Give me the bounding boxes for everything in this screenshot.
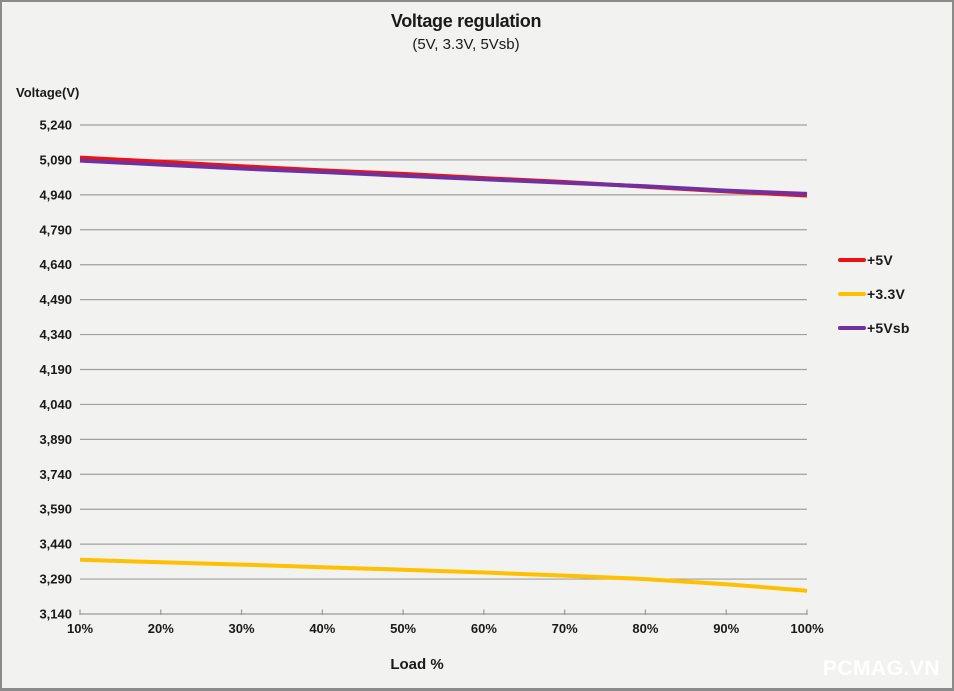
chart-subtitle: (5V, 3.3V, 5Vsb) [412,36,520,53]
chart-title: Voltage regulation [390,11,542,31]
x-tick-label: 70% [552,621,578,636]
y-tick-label: 4,790 [39,222,72,237]
x-tick-label: 80% [632,621,658,636]
x-axis-title: Load % [390,656,444,673]
y-tick-label: 4,190 [39,362,72,377]
y-axis-title: Voltage(V) [16,85,80,100]
legend-item: +5Vsb [838,318,910,338]
legend: +5V +3.3V +5Vsb [838,250,910,352]
legend-line-swatch [838,292,866,296]
legend-item: +5V [838,250,910,270]
watermark-logo: PCMAG.VN [822,657,940,680]
legend-item: +3.3V [838,284,910,304]
x-tick-label: 90% [713,621,739,636]
y-tick-label: 4,340 [39,327,72,342]
y-tick-label: 3,890 [39,432,72,447]
legend-label: +3.3V [867,286,905,302]
y-tick-label: 4,940 [39,187,72,202]
y-tick-label: 5,240 [39,118,72,133]
x-tick-label: 50% [390,621,416,636]
y-tick-label: 3,740 [39,467,72,482]
legend-line-swatch [838,258,866,262]
y-tick-label: 5,090 [39,152,72,167]
x-tick-label: 40% [309,621,335,636]
y-tick-label: 3,140 [39,607,72,622]
y-tick-label: 4,040 [39,397,72,412]
legend-line-swatch [838,326,866,330]
y-tick-label: 3,590 [39,502,72,517]
y-tick-label: 4,640 [39,257,72,272]
x-tick-label: 100% [790,621,824,636]
y-tick-label: 3,290 [39,572,72,587]
legend-label: +5V [867,252,893,268]
x-tick-label: 30% [229,621,255,636]
y-tick-label: 3,440 [39,537,72,552]
x-tick-label: 10% [67,621,93,636]
y-tick-label: 4,490 [39,292,72,307]
legend-label: +5Vsb [867,320,910,336]
x-tick-label: 20% [148,621,174,636]
series-line-5vsb [79,158,808,196]
x-tick-label: 60% [471,621,497,636]
series-line-33v [79,557,808,593]
